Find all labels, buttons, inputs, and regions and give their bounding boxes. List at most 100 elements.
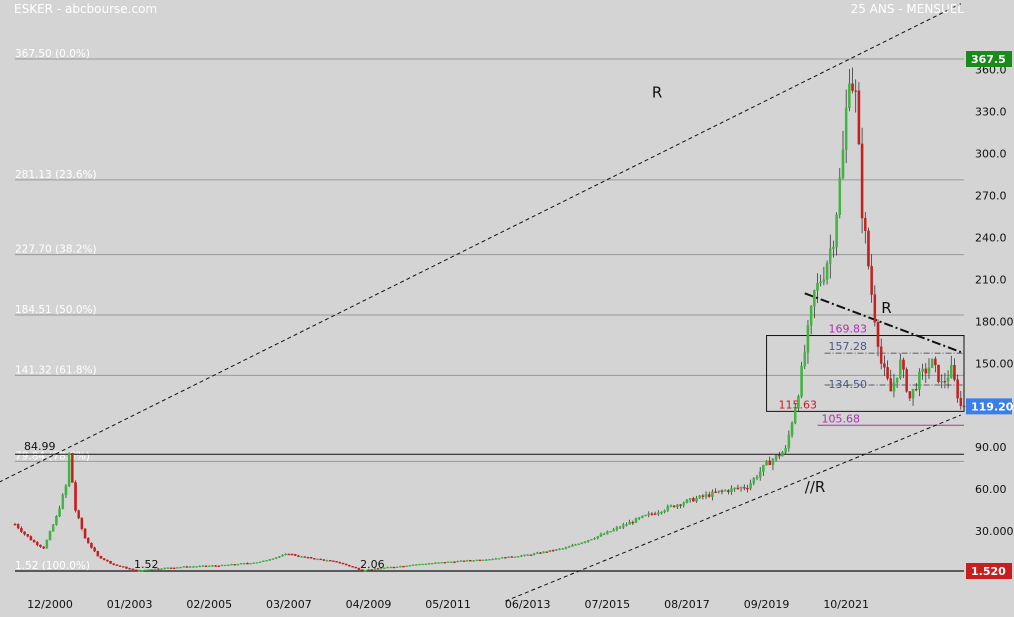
candle-body: [864, 217, 867, 232]
candle-body: [77, 510, 80, 519]
candle-body: [214, 565, 217, 567]
candle-body: [45, 539, 49, 549]
candle-body: [172, 567, 176, 569]
candle-body: [243, 562, 246, 565]
x-tick-label-10: 10/2021: [823, 598, 869, 611]
candle-body: [860, 143, 864, 219]
candle-body: [332, 560, 335, 562]
range-level-label-0: 169.83: [829, 323, 868, 336]
candle-body: [271, 558, 275, 560]
candle-body: [510, 556, 514, 558]
candle-body: [660, 511, 663, 514]
candle-body: [137, 570, 141, 572]
candle-body: [727, 490, 730, 493]
candle-body: [758, 471, 762, 478]
candle-body: [443, 562, 447, 564]
candle-body: [873, 294, 877, 323]
candle-body: [564, 547, 568, 549]
candle-body: [481, 559, 485, 562]
high-price-label: 367.5: [971, 53, 1006, 66]
candle-body: [367, 569, 370, 571]
low-price-label: 1.520: [971, 565, 1006, 578]
candle-body: [507, 556, 510, 558]
candle-body: [520, 555, 523, 557]
candle-body: [765, 460, 768, 466]
candle-body: [946, 377, 950, 382]
candle-body: [157, 568, 160, 570]
candle-body: [86, 538, 90, 544]
candle-body: [494, 558, 498, 560]
candle-body: [787, 434, 791, 449]
candle-body: [344, 563, 348, 566]
x-tick-label-3: 03/2007: [266, 598, 312, 611]
candle-body: [500, 557, 504, 559]
candle-body: [421, 563, 424, 566]
candle-body: [478, 559, 482, 562]
candle-body: [198, 565, 201, 568]
candle-body: [892, 382, 896, 392]
candle-body: [539, 552, 542, 554]
period-label: 25 ANS - MENSUEL: [850, 2, 964, 16]
candle-body: [402, 565, 405, 568]
candle-body: [357, 567, 361, 570]
axes-layer: 30.00060.0090.00120.00150.00180.00210.02…: [27, 51, 1014, 611]
candle-body: [230, 564, 233, 566]
candle-body: [485, 559, 488, 561]
candle-body: [688, 498, 692, 500]
candle-body: [736, 487, 740, 490]
candle-body: [150, 569, 154, 571]
candle-body: [125, 566, 128, 569]
candle-body: [558, 548, 561, 550]
candle-body: [131, 568, 135, 570]
candle-body: [895, 377, 899, 383]
candle-body: [908, 391, 912, 399]
candle-body: [217, 565, 221, 567]
candle-body: [303, 556, 307, 558]
candle-body: [685, 499, 689, 504]
candle-body: [329, 560, 332, 562]
annotation-0: R: [652, 83, 662, 101]
candle-body: [816, 283, 819, 291]
candle-body: [663, 510, 666, 513]
candle-body: [284, 553, 287, 556]
y-tick-label-0: 30.000: [975, 525, 1014, 538]
support-105-label: 105.68: [822, 412, 861, 425]
last-price-label: 119.20: [971, 400, 1014, 413]
candle-body: [720, 490, 724, 492]
candle-body: [698, 495, 701, 499]
candle-body: [828, 248, 832, 264]
candle-body: [370, 569, 373, 571]
candle-body: [625, 524, 628, 526]
y-tick-label-1: 60.00: [975, 483, 1007, 496]
candle-body: [927, 367, 931, 374]
candle-body: [962, 405, 966, 408]
candle-body: [590, 539, 593, 541]
candle-body: [743, 487, 746, 489]
range-level-label-1: 157.28: [829, 340, 868, 353]
y-tick-label-2: 90.00: [975, 441, 1007, 454]
range-level-label-2: 134.50: [829, 378, 868, 391]
candle-body: [335, 560, 338, 563]
candle-body: [924, 368, 928, 374]
candle-body: [844, 107, 848, 150]
candles-layer: [13, 67, 966, 572]
candle-body: [42, 546, 45, 549]
candle-body: [529, 554, 533, 556]
candle-body: [475, 559, 479, 562]
high-price-box: [966, 51, 1012, 67]
candle-body: [905, 369, 908, 392]
candle-body: [717, 490, 721, 493]
candle-body: [701, 495, 705, 497]
candle-body: [692, 498, 695, 502]
candle-body: [676, 504, 679, 508]
candle-body: [774, 455, 778, 460]
candle-body: [848, 83, 851, 109]
candle-body: [90, 543, 93, 548]
candle-body: [800, 365, 803, 397]
candle-body: [612, 529, 615, 532]
fib-label-0: 367.50 (0.0%): [15, 48, 90, 60]
candle-body: [414, 564, 418, 566]
candle-body: [281, 554, 284, 557]
candle-body: [806, 325, 810, 353]
y-tick-label-10: 330.0: [975, 105, 1007, 118]
